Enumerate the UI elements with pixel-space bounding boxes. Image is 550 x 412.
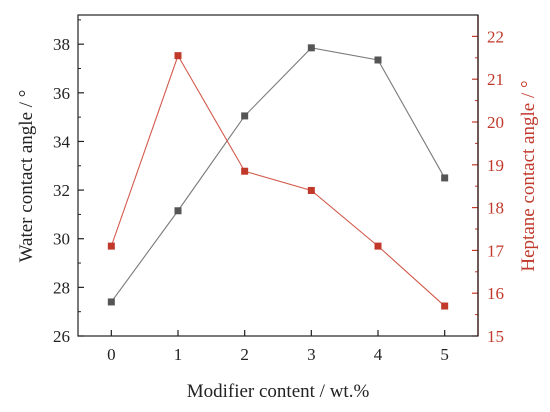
data-point-left [241,112,249,120]
data-point-left [441,174,449,182]
right-y-tick-label: 20 [487,113,504,132]
x-axis-group: 0 1 2 3 4 5 [107,330,449,364]
plot-frame [77,14,479,337]
left-y-tick-label: 26 [53,327,70,346]
x-tick-label: 0 [107,345,116,364]
data-point-right [241,167,249,175]
right-y-tick-label: 18 [487,199,504,218]
data-point-left [307,44,315,52]
right-y-tick-label: 21 [487,70,504,89]
left-axis-group: 26 28 30 32 34 36 38 [53,19,84,346]
x-tick-label: 3 [307,345,316,364]
data-point-right [107,242,115,250]
data-point-left [174,207,182,215]
right-y-tick-label: 17 [487,241,505,260]
series-line-right [110,54,446,307]
x-tick-label: 2 [240,345,249,364]
left-y-tick-label: 36 [53,84,70,103]
right-y-tick-label: 16 [487,284,504,303]
x-tick-label: 1 [174,345,183,364]
left-y-tick-label: 28 [53,278,70,297]
data-point-right [307,186,315,194]
x-tick-label: 5 [440,345,449,364]
right-y-tick-label: 22 [487,27,504,46]
series-line-left [110,47,446,303]
data-point-left [107,298,115,306]
right-y-tick-label: 19 [487,156,504,175]
x-axis-title: Modifier content / wt.% [187,381,370,402]
data-point-left [374,56,382,64]
left-y-tick-label: 34 [53,132,71,151]
right-axis-title: Heptane contact angle / ° [518,80,539,271]
left-y-tick-label: 38 [53,35,70,54]
data-point-right [374,242,382,250]
plot-series [107,44,449,310]
data-point-right [174,52,182,60]
left-axis-title: Water contact angle / ° [16,90,37,263]
right-axis-group: 15 16 17 18 19 20 21 22 [472,15,505,346]
data-point-right [441,302,449,310]
right-y-tick-label: 15 [487,327,504,346]
x-tick-label: 4 [374,345,383,364]
left-y-tick-label: 32 [53,181,70,200]
left-y-tick-label: 30 [53,230,70,249]
